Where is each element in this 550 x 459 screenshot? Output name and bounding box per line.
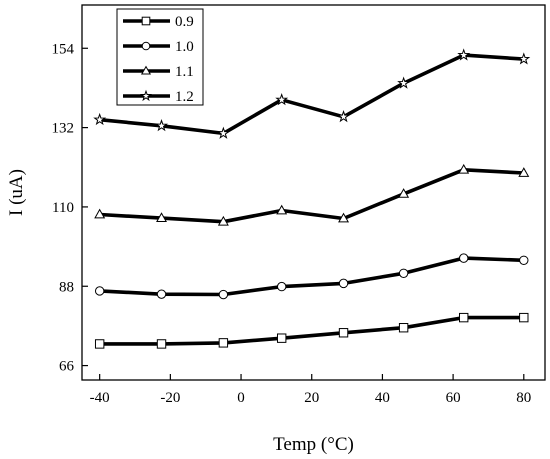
legend-marker (141, 41, 151, 51)
data-point (156, 212, 167, 222)
data-point (398, 188, 410, 198)
y-axis-label: I (uA) (6, 169, 27, 216)
series-lines (93, 48, 531, 349)
data-point (398, 268, 409, 278)
x-tick-label: -40 (90, 390, 110, 406)
legend-item: 1.1 (123, 64, 194, 80)
legend-item: 1.2 (123, 89, 194, 105)
data-point (518, 167, 530, 177)
data-point (94, 208, 106, 219)
legend-label: 1.0 (175, 39, 194, 55)
legend-box (116, 8, 204, 106)
x-axis-label: Temp (°C) (273, 434, 354, 455)
data-point (398, 323, 409, 333)
legend-item: 1.0 (123, 39, 194, 55)
x-tick-label: 60 (446, 390, 461, 406)
legend-label: 1.2 (175, 89, 194, 105)
y-tick-label: 154 (52, 41, 75, 57)
plot-area-border (81, 4, 546, 381)
data-point (338, 328, 349, 338)
legend-item: 0.9 (123, 14, 194, 30)
legend-label: 1.1 (175, 64, 194, 80)
x-tick-label: 20 (304, 390, 319, 406)
data-point (517, 52, 531, 65)
data-point (338, 212, 350, 223)
x-tick-label: 80 (516, 390, 531, 406)
legend-marker (141, 16, 151, 26)
data-point (459, 312, 469, 323)
data-point (218, 338, 229, 348)
data-point (337, 110, 350, 123)
plot-frame (81, 4, 546, 381)
data-point (216, 126, 230, 139)
series-3 (94, 163, 530, 226)
x-tick-label: 40 (375, 390, 390, 406)
data-point (276, 333, 287, 343)
data-point (338, 278, 349, 289)
data-point (156, 289, 167, 299)
legend-label: 0.9 (175, 14, 194, 30)
data-point (155, 119, 168, 132)
series-4 (93, 48, 531, 139)
axis-ticks: -40 -20 0 20 40 60 80 66 88 110 132 154 (52, 41, 532, 406)
legend-marker (140, 89, 152, 102)
data-point (93, 112, 107, 126)
x-tick-label: 0 (237, 390, 245, 406)
data-point (458, 163, 470, 174)
data-point (457, 48, 471, 61)
legend: 0.9 1.0 1.1 1.2 (116, 8, 204, 106)
legend-marker (140, 65, 152, 75)
data-point (459, 253, 469, 263)
data-point (519, 255, 529, 265)
data-point (218, 289, 229, 300)
y-tick-label: 66 (59, 359, 75, 375)
series-2 (94, 253, 529, 300)
series-line (99, 168, 524, 224)
series-line (99, 53, 524, 136)
x-tick-label: -20 (160, 390, 180, 406)
data-point (397, 76, 411, 89)
data-point (94, 339, 105, 349)
data-point (276, 281, 287, 292)
data-point (94, 286, 105, 296)
series-line (99, 256, 524, 297)
y-tick-label: 132 (52, 121, 75, 137)
data-point (217, 215, 229, 226)
y-tick-label: 88 (59, 279, 74, 295)
series-line (99, 315, 524, 346)
y-tick-label: 110 (52, 200, 74, 216)
data-point (276, 204, 288, 215)
data-point (156, 339, 167, 349)
data-point (519, 312, 529, 323)
data-point (275, 93, 289, 106)
series-1 (94, 312, 529, 349)
